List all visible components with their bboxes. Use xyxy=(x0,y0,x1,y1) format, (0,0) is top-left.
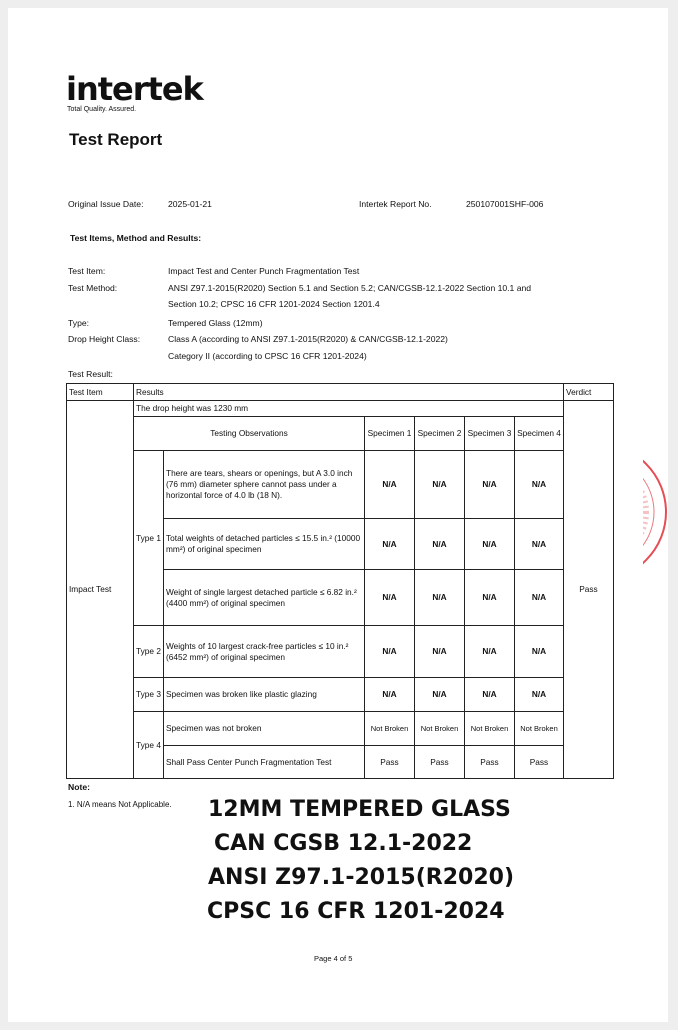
report-no: 250107001SHF-006 xyxy=(466,199,544,209)
results-table: Test Item Results Verdict Impact Test Th… xyxy=(66,383,614,779)
field-label: Type: xyxy=(68,318,90,328)
value: N/A xyxy=(364,450,415,519)
value: N/A xyxy=(464,450,515,519)
value: N/A xyxy=(414,625,465,678)
value: N/A xyxy=(414,518,465,570)
value: Pass xyxy=(464,745,515,779)
specimen-header: Specimen 3 xyxy=(464,416,515,451)
drop-height: The drop height was 1230 mm xyxy=(133,400,564,417)
field-value: Section 10.2; CPSC 16 CFR 1201-2024 Sect… xyxy=(168,299,380,309)
test-result-label: Test Result: xyxy=(68,369,113,379)
overlay-line: 12MM TEMPERED GLASS xyxy=(208,797,511,822)
type-label: Type 2 xyxy=(133,625,164,678)
company-seal-stamp xyxy=(643,459,667,565)
value: N/A xyxy=(414,677,465,712)
observation: There are tears, shears or openings, but… xyxy=(163,450,365,519)
value: N/A xyxy=(514,518,564,570)
value: N/A xyxy=(364,625,415,678)
value: N/A xyxy=(464,569,515,626)
observation: Specimen was broken like plastic glazing xyxy=(163,677,365,712)
intertek-logo: intertek xyxy=(66,70,204,108)
value: N/A xyxy=(364,677,415,712)
issue-date: 2025-01-21 xyxy=(168,199,212,209)
header-verdict: Verdict xyxy=(563,383,614,401)
field-value: Impact Test and Center Punch Fragmentati… xyxy=(168,266,360,276)
value: N/A xyxy=(364,518,415,570)
observation: Total weights of detached particles ≤ 15… xyxy=(163,518,365,570)
overlay-line: CAN CGSB 12.1-2022 xyxy=(214,831,473,856)
header-test-item: Test Item xyxy=(66,383,134,401)
value: N/A xyxy=(514,569,564,626)
header-results: Results xyxy=(133,383,564,401)
value: Not Broken xyxy=(464,711,515,746)
field-label: Test Item: xyxy=(68,266,106,276)
specimen-header: Specimen 4 xyxy=(514,416,564,451)
value: N/A xyxy=(464,625,515,678)
verdict-cell: Pass xyxy=(563,400,614,779)
test-item-cell: Impact Test xyxy=(66,400,134,779)
type-label: Type 1 xyxy=(133,450,164,626)
overlay-line: ANSI Z97.1-2015(R2020) xyxy=(208,865,515,890)
overlay-line: CPSC 16 CFR 1201-2024 xyxy=(207,899,505,924)
value: N/A xyxy=(364,569,415,626)
page-title: Test Report xyxy=(69,130,163,149)
specimen-header: Specimen 1 xyxy=(364,416,415,451)
observations-header: Testing Observations xyxy=(133,416,365,451)
logo-tagline: Total Quality. Assured. xyxy=(67,106,137,113)
value: N/A xyxy=(514,677,564,712)
value: Not Broken xyxy=(514,711,564,746)
type-label: Type 3 xyxy=(133,677,164,712)
observation: Shall Pass Center Punch Fragmentation Te… xyxy=(163,745,365,779)
value: Not Broken xyxy=(364,711,415,746)
field-value: Category II (according to CPSC 16 CFR 12… xyxy=(168,351,367,361)
value: Pass xyxy=(514,745,564,779)
page-number: Page 4 of 5 xyxy=(314,954,353,963)
specimen-header: Specimen 2 xyxy=(414,416,465,451)
observation: Specimen was not broken xyxy=(163,711,365,746)
observation: Weights of 10 largest crack-free particl… xyxy=(163,625,365,678)
value: N/A xyxy=(464,518,515,570)
value: Pass xyxy=(414,745,465,779)
value: Not Broken xyxy=(414,711,465,746)
value: N/A xyxy=(414,569,465,626)
value: N/A xyxy=(514,450,564,519)
note-label: Note: xyxy=(68,782,90,792)
note-text: 1. N/A means Not Applicable. xyxy=(68,800,172,809)
field-value: Tempered Glass (12mm) xyxy=(168,318,263,328)
type-label: Type 4 xyxy=(133,711,164,779)
value: Pass xyxy=(364,745,415,779)
value: N/A xyxy=(514,625,564,678)
field-value: ANSI Z97.1-2015(R2020) Section 5.1 and S… xyxy=(168,283,532,293)
value: N/A xyxy=(464,677,515,712)
field-value: Class A (according to ANSI Z97.1-2015(R2… xyxy=(168,334,448,344)
report-no-label: Intertek Report No. xyxy=(359,199,432,209)
issue-date-label: Original Issue Date: xyxy=(68,199,144,209)
observation: Weight of single largest detached partic… xyxy=(163,569,365,626)
section-title: Test Items, Method and Results: xyxy=(70,233,202,243)
field-label: Drop Height Class: xyxy=(68,334,141,344)
value: N/A xyxy=(414,450,465,519)
field-label: Test Method: xyxy=(68,283,118,293)
